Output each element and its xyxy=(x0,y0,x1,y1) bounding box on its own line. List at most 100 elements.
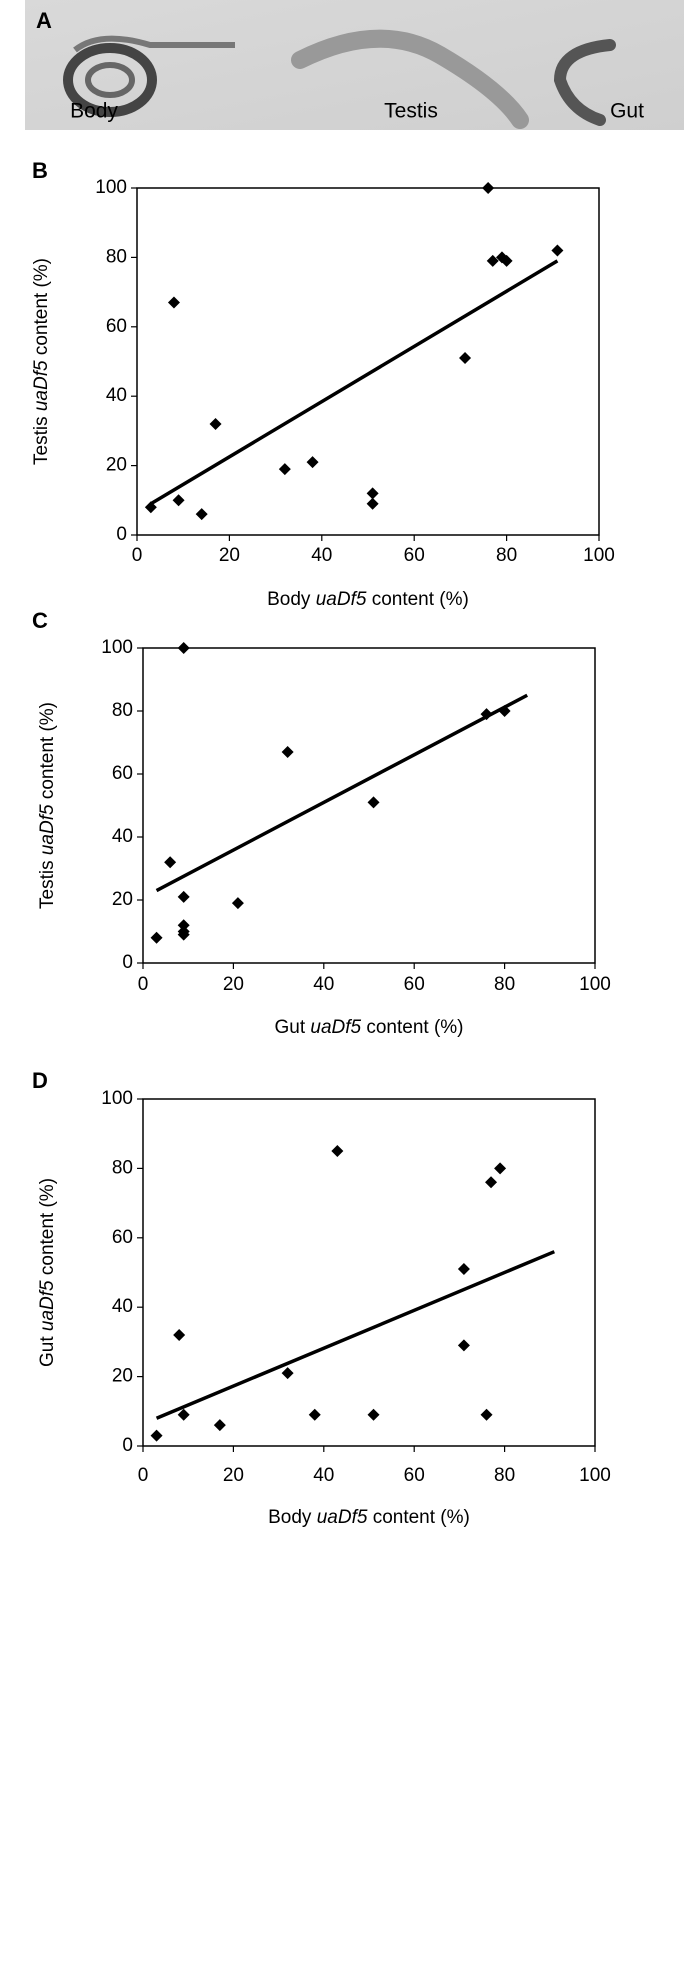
x-axis-label-part: Body xyxy=(267,589,316,610)
x-tick-label: 60 xyxy=(404,1465,425,1486)
x-tick-label: 60 xyxy=(404,974,425,995)
x-tick-label: 0 xyxy=(138,974,149,995)
y-tick-label: 0 xyxy=(122,952,133,973)
x-tick-label: 40 xyxy=(313,1465,334,1486)
y-tick-label: 0 xyxy=(116,524,127,545)
data-point xyxy=(485,1176,498,1189)
y-axis-label-part: content (%) xyxy=(31,258,52,360)
y-tick-label: 40 xyxy=(112,1296,133,1317)
y-tick-label: 20 xyxy=(112,889,133,910)
x-axis-label-part: content (%) xyxy=(361,1017,463,1038)
data-point xyxy=(308,1408,321,1421)
data-point xyxy=(500,254,513,267)
x-tick-label: 100 xyxy=(579,974,611,995)
x-axis-label-part: uaDf5 xyxy=(317,1507,368,1528)
data-point xyxy=(173,1328,186,1341)
data-point xyxy=(482,182,495,194)
x-tick-label: 40 xyxy=(313,974,334,995)
x-axis-label-part: Gut xyxy=(274,1017,310,1038)
data-point xyxy=(231,897,244,910)
data-point xyxy=(494,1162,507,1175)
x-tick-label: 80 xyxy=(494,974,515,995)
data-point xyxy=(278,463,291,476)
body-worm xyxy=(63,35,235,117)
y-tick-label: 100 xyxy=(101,1088,133,1109)
data-point xyxy=(177,919,190,932)
data-point xyxy=(177,928,190,941)
testis-worm xyxy=(291,29,529,129)
x-tick-label: 80 xyxy=(494,1465,515,1486)
y-axis-label-part: Testis xyxy=(31,411,52,465)
data-point xyxy=(457,1263,470,1276)
data-point xyxy=(281,1367,294,1380)
photo-caption: Gut xyxy=(610,100,644,123)
x-axis-label-part: content (%) xyxy=(367,1507,469,1528)
data-point xyxy=(209,417,222,430)
y-tick-label: 60 xyxy=(112,1227,133,1248)
y-axis-label-part: uaDf5 xyxy=(31,360,52,411)
data-point xyxy=(150,931,163,944)
x-axis-label: Body uaDf5 content (%) xyxy=(267,589,469,610)
data-point xyxy=(306,456,319,469)
x-axis-label-part: uaDf5 xyxy=(316,589,367,610)
plot-frame xyxy=(136,187,600,536)
data-point xyxy=(366,487,379,500)
data-point xyxy=(457,1339,470,1352)
y-tick-label: 80 xyxy=(112,1157,133,1178)
data-point xyxy=(367,1408,380,1421)
data-point xyxy=(480,1408,493,1421)
y-axis-label-part: content (%) xyxy=(37,1178,58,1280)
data-point xyxy=(167,296,180,309)
data-point xyxy=(164,856,177,869)
data-point xyxy=(498,705,511,717)
photo-panel: A Body Testis Gut xyxy=(25,0,684,130)
y-tick-label: 40 xyxy=(112,826,133,847)
panel-label: A xyxy=(36,8,52,33)
y-tick-label: 20 xyxy=(106,455,127,476)
x-tick-label: 60 xyxy=(404,545,425,566)
y-tick-label: 80 xyxy=(112,700,133,721)
x-tick-label: 20 xyxy=(219,545,240,566)
y-axis-label: Gut uaDf5 content (%) xyxy=(37,1178,58,1367)
x-tick-label: 20 xyxy=(223,1465,244,1486)
x-axis-label-part: Body xyxy=(268,1507,317,1528)
y-tick-label: 0 xyxy=(122,1435,133,1456)
x-tick-label: 80 xyxy=(496,545,517,566)
y-tick-label: 100 xyxy=(95,177,127,198)
x-tick-label: 0 xyxy=(132,545,143,566)
y-tick-label: 60 xyxy=(106,316,127,337)
y-axis-label-part: uaDf5 xyxy=(37,1280,58,1331)
data-point xyxy=(551,244,564,257)
y-tick-label: 20 xyxy=(112,1366,133,1387)
y-axis-label-part: content (%) xyxy=(37,702,58,804)
y-tick-label: 60 xyxy=(112,763,133,784)
trend-line xyxy=(149,259,559,506)
trend-line xyxy=(155,693,529,893)
data-point xyxy=(144,501,157,514)
x-tick-label: 100 xyxy=(579,1465,611,1486)
gut-worm xyxy=(553,39,616,126)
y-tick-label: 80 xyxy=(106,246,127,267)
y-axis-label: Testis uaDf5 content (%) xyxy=(37,702,58,909)
data-point xyxy=(150,1429,163,1442)
data-point xyxy=(367,796,380,809)
data-point xyxy=(177,890,190,903)
data-point xyxy=(486,254,499,267)
data-point xyxy=(331,1145,344,1158)
x-axis-label: Gut uaDf5 content (%) xyxy=(274,1017,463,1038)
data-point xyxy=(177,1408,190,1421)
data-point xyxy=(459,352,472,365)
x-axis-label-part: uaDf5 xyxy=(310,1017,361,1038)
y-tick-label: 100 xyxy=(101,637,133,658)
panel-label: C xyxy=(32,608,48,633)
panel-label: B xyxy=(32,158,48,183)
data-point xyxy=(281,745,294,758)
data-point xyxy=(172,494,185,507)
x-axis-label-part: content (%) xyxy=(366,589,468,610)
plot-frame xyxy=(142,647,596,964)
plot-frame xyxy=(142,1098,596,1447)
y-axis-label: Testis uaDf5 content (%) xyxy=(31,258,52,465)
data-point xyxy=(195,508,208,521)
x-tick-label: 0 xyxy=(138,1465,149,1486)
